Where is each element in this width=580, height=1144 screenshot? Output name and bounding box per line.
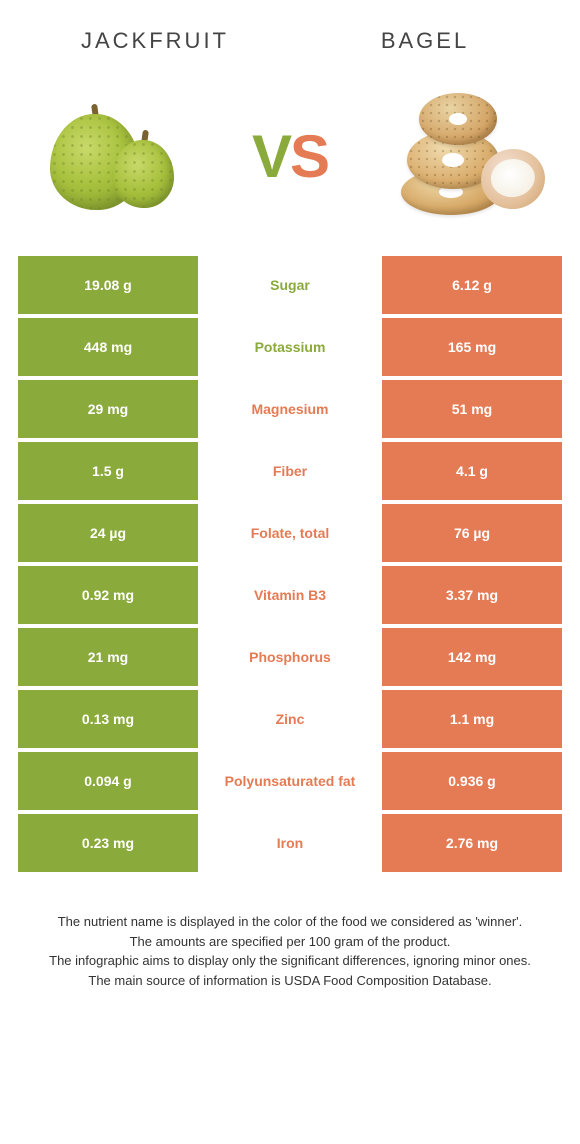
cell-nutrient-label: Vitamin B3: [200, 566, 380, 624]
nutrient-table: 19.08 gSugar6.12 g448 mgPotassium165 mg2…: [0, 256, 580, 872]
cell-nutrient-label: Phosphorus: [200, 628, 380, 686]
cell-left-value: 29 mg: [18, 380, 198, 438]
jackfruit-icon: [40, 96, 180, 216]
footnote-line: The nutrient name is displayed in the co…: [30, 912, 550, 932]
cell-left-value: 0.094 g: [18, 752, 198, 810]
table-row: 21 mgPhosphorus142 mg: [18, 628, 562, 686]
table-row: 0.23 mgIron2.76 mg: [18, 814, 562, 872]
cell-left-value: 21 mg: [18, 628, 198, 686]
cell-left-value: 0.92 mg: [18, 566, 198, 624]
table-row: 19.08 gSugar6.12 g: [18, 256, 562, 314]
bagel-icon: [395, 91, 545, 221]
table-row: 0.094 gPolyunsaturated fat0.936 g: [18, 752, 562, 810]
footnote-line: The amounts are specified per 100 gram o…: [30, 932, 550, 952]
cell-nutrient-label: Folate, total: [200, 504, 380, 562]
table-row: 1.5 gFiber4.1 g: [18, 442, 562, 500]
cell-right-value: 6.12 g: [382, 256, 562, 314]
image-left: [30, 86, 190, 226]
cell-right-value: 1.1 mg: [382, 690, 562, 748]
vs-v: V: [252, 123, 290, 190]
cell-left-value: 1.5 g: [18, 442, 198, 500]
infographic-root: JACKFRUIT BAGEL VS 19.08 gSugar6.12 g448…: [0, 0, 580, 1010]
table-row: 0.13 mgZinc1.1 mg: [18, 690, 562, 748]
cell-nutrient-label: Magnesium: [200, 380, 380, 438]
cell-right-value: 76 µg: [382, 504, 562, 562]
cell-right-value: 165 mg: [382, 318, 562, 376]
cell-left-value: 448 mg: [18, 318, 198, 376]
image-row: VS: [0, 66, 580, 256]
vs-s: S: [290, 123, 328, 190]
cell-left-value: 0.13 mg: [18, 690, 198, 748]
title-row: JACKFRUIT BAGEL: [0, 0, 580, 66]
image-right: [390, 86, 550, 226]
title-right: BAGEL: [290, 28, 560, 54]
cell-nutrient-label: Polyunsaturated fat: [200, 752, 380, 810]
cell-right-value: 4.1 g: [382, 442, 562, 500]
table-row: 24 µgFolate, total76 µg: [18, 504, 562, 562]
cell-left-value: 0.23 mg: [18, 814, 198, 872]
cell-nutrient-label: Iron: [200, 814, 380, 872]
cell-right-value: 142 mg: [382, 628, 562, 686]
cell-nutrient-label: Sugar: [200, 256, 380, 314]
table-row: 448 mgPotassium165 mg: [18, 318, 562, 376]
footnote-line: The main source of information is USDA F…: [30, 971, 550, 991]
cell-right-value: 0.936 g: [382, 752, 562, 810]
table-row: 29 mgMagnesium51 mg: [18, 380, 562, 438]
cell-nutrient-label: Potassium: [200, 318, 380, 376]
title-left: JACKFRUIT: [20, 28, 290, 54]
table-row: 0.92 mgVitamin B33.37 mg: [18, 566, 562, 624]
cell-right-value: 3.37 mg: [382, 566, 562, 624]
cell-right-value: 2.76 mg: [382, 814, 562, 872]
cell-left-value: 19.08 g: [18, 256, 198, 314]
cell-right-value: 51 mg: [382, 380, 562, 438]
cell-nutrient-label: Zinc: [200, 690, 380, 748]
cell-left-value: 24 µg: [18, 504, 198, 562]
cell-nutrient-label: Fiber: [200, 442, 380, 500]
vs-label: VS: [252, 122, 328, 191]
footnotes: The nutrient name is displayed in the co…: [0, 876, 580, 1010]
footnote-line: The infographic aims to display only the…: [30, 951, 550, 971]
